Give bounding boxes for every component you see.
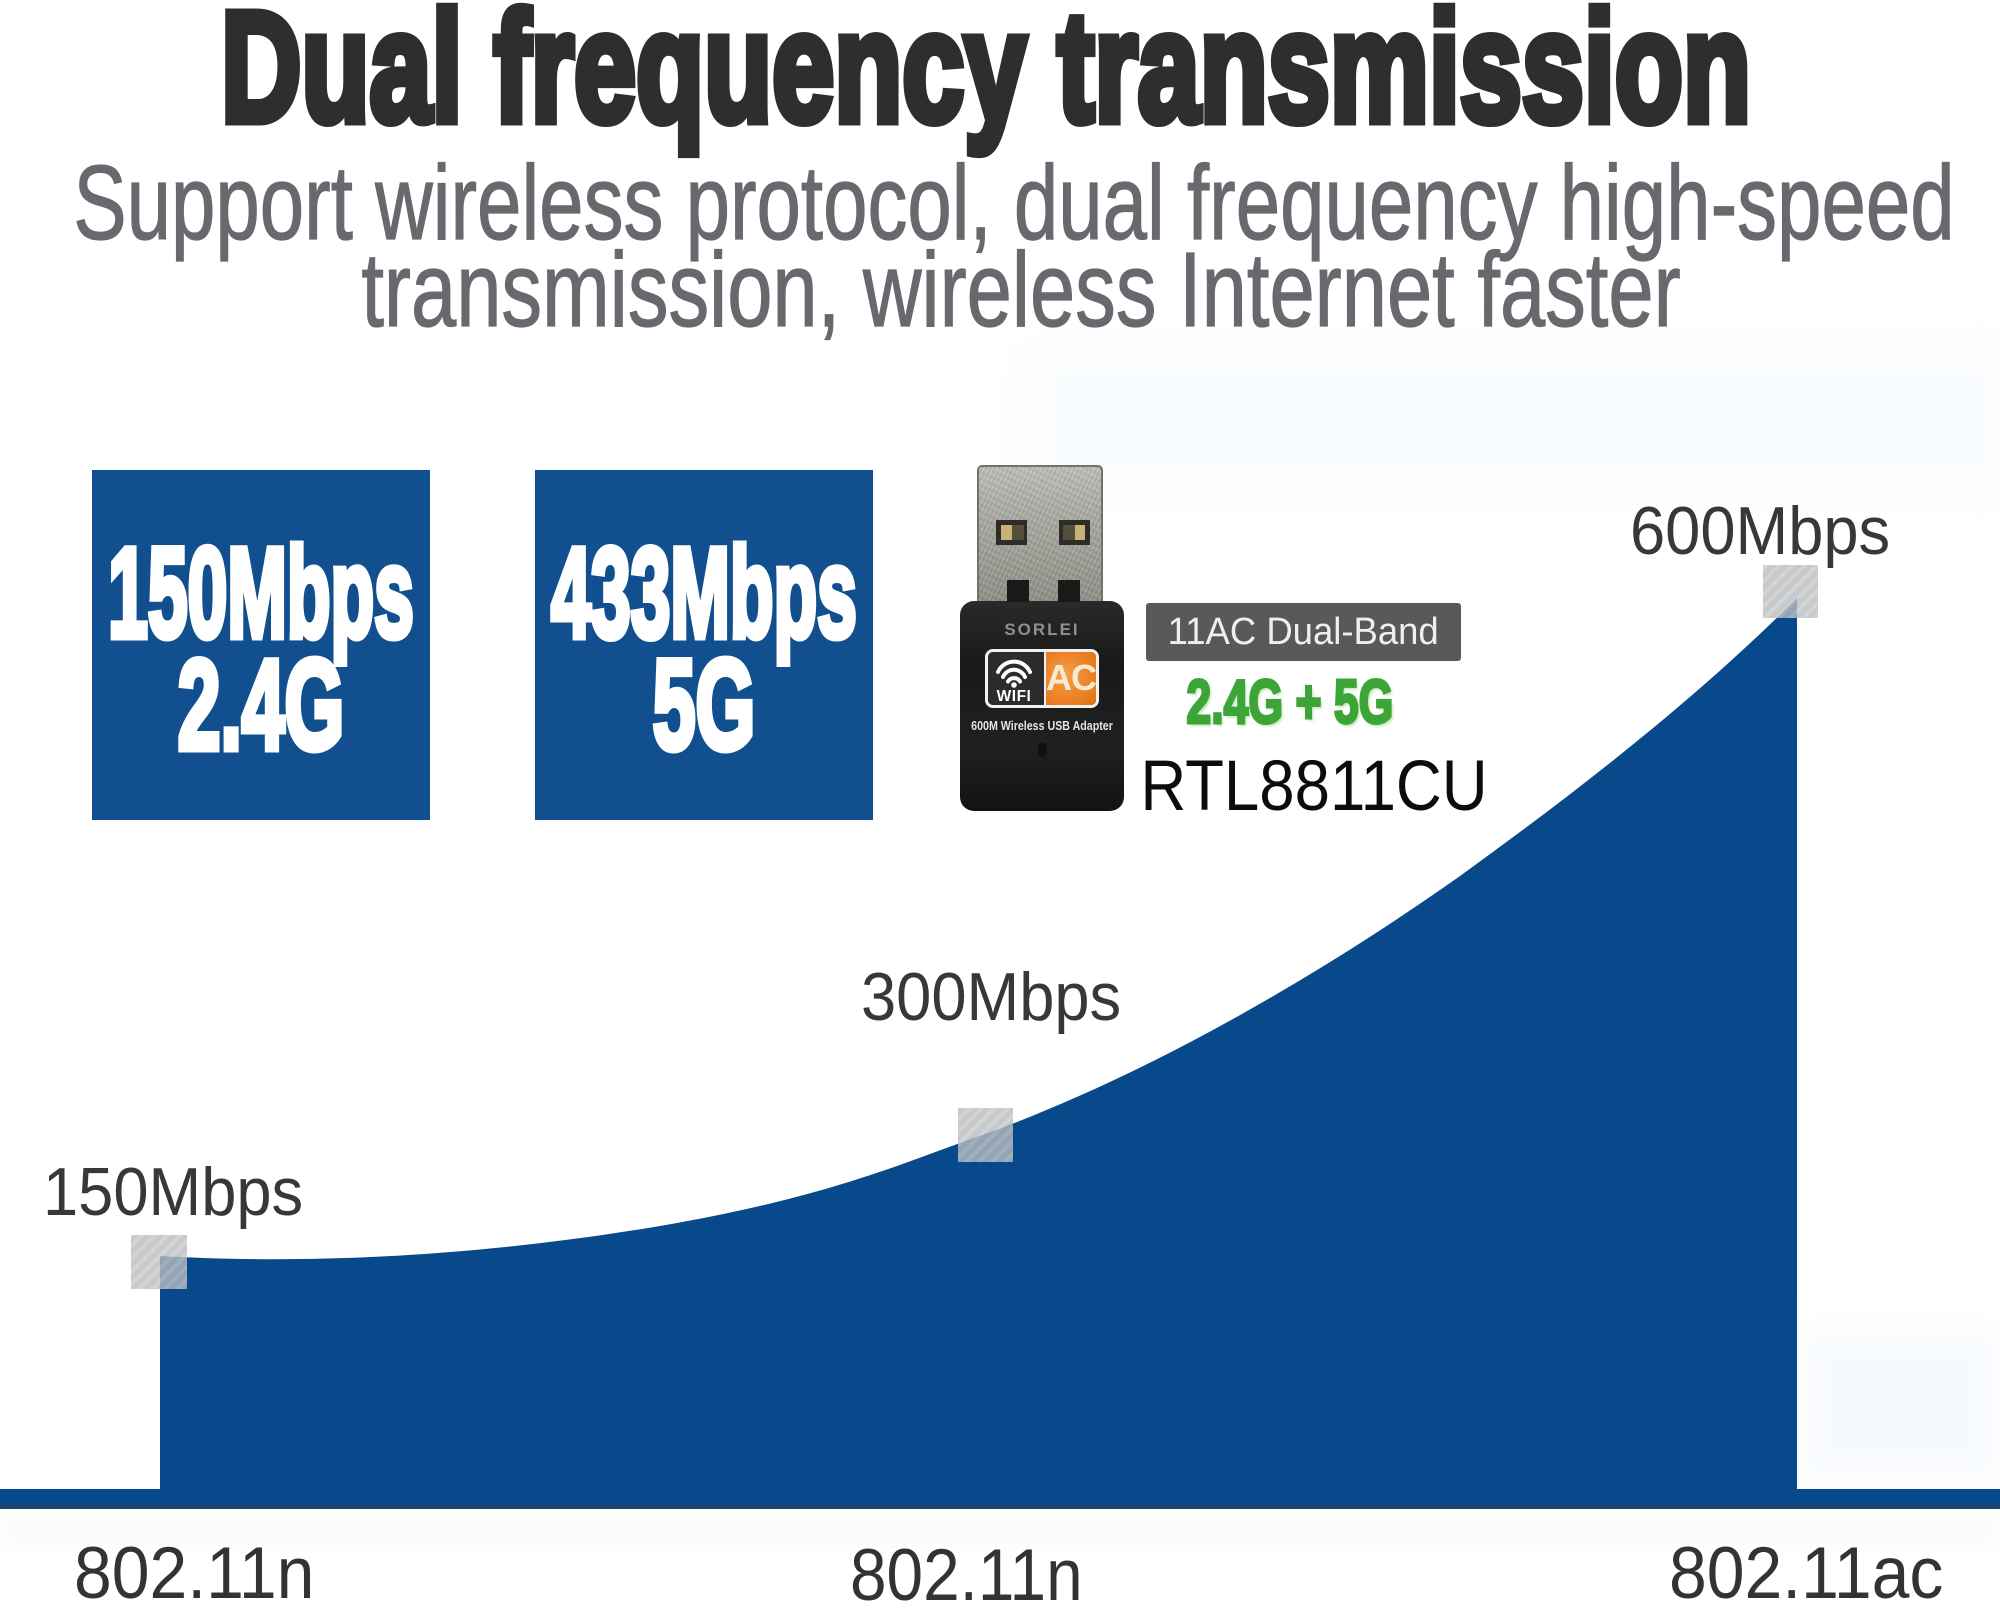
svg-text:WIFI: WIFI: [997, 688, 1032, 705]
